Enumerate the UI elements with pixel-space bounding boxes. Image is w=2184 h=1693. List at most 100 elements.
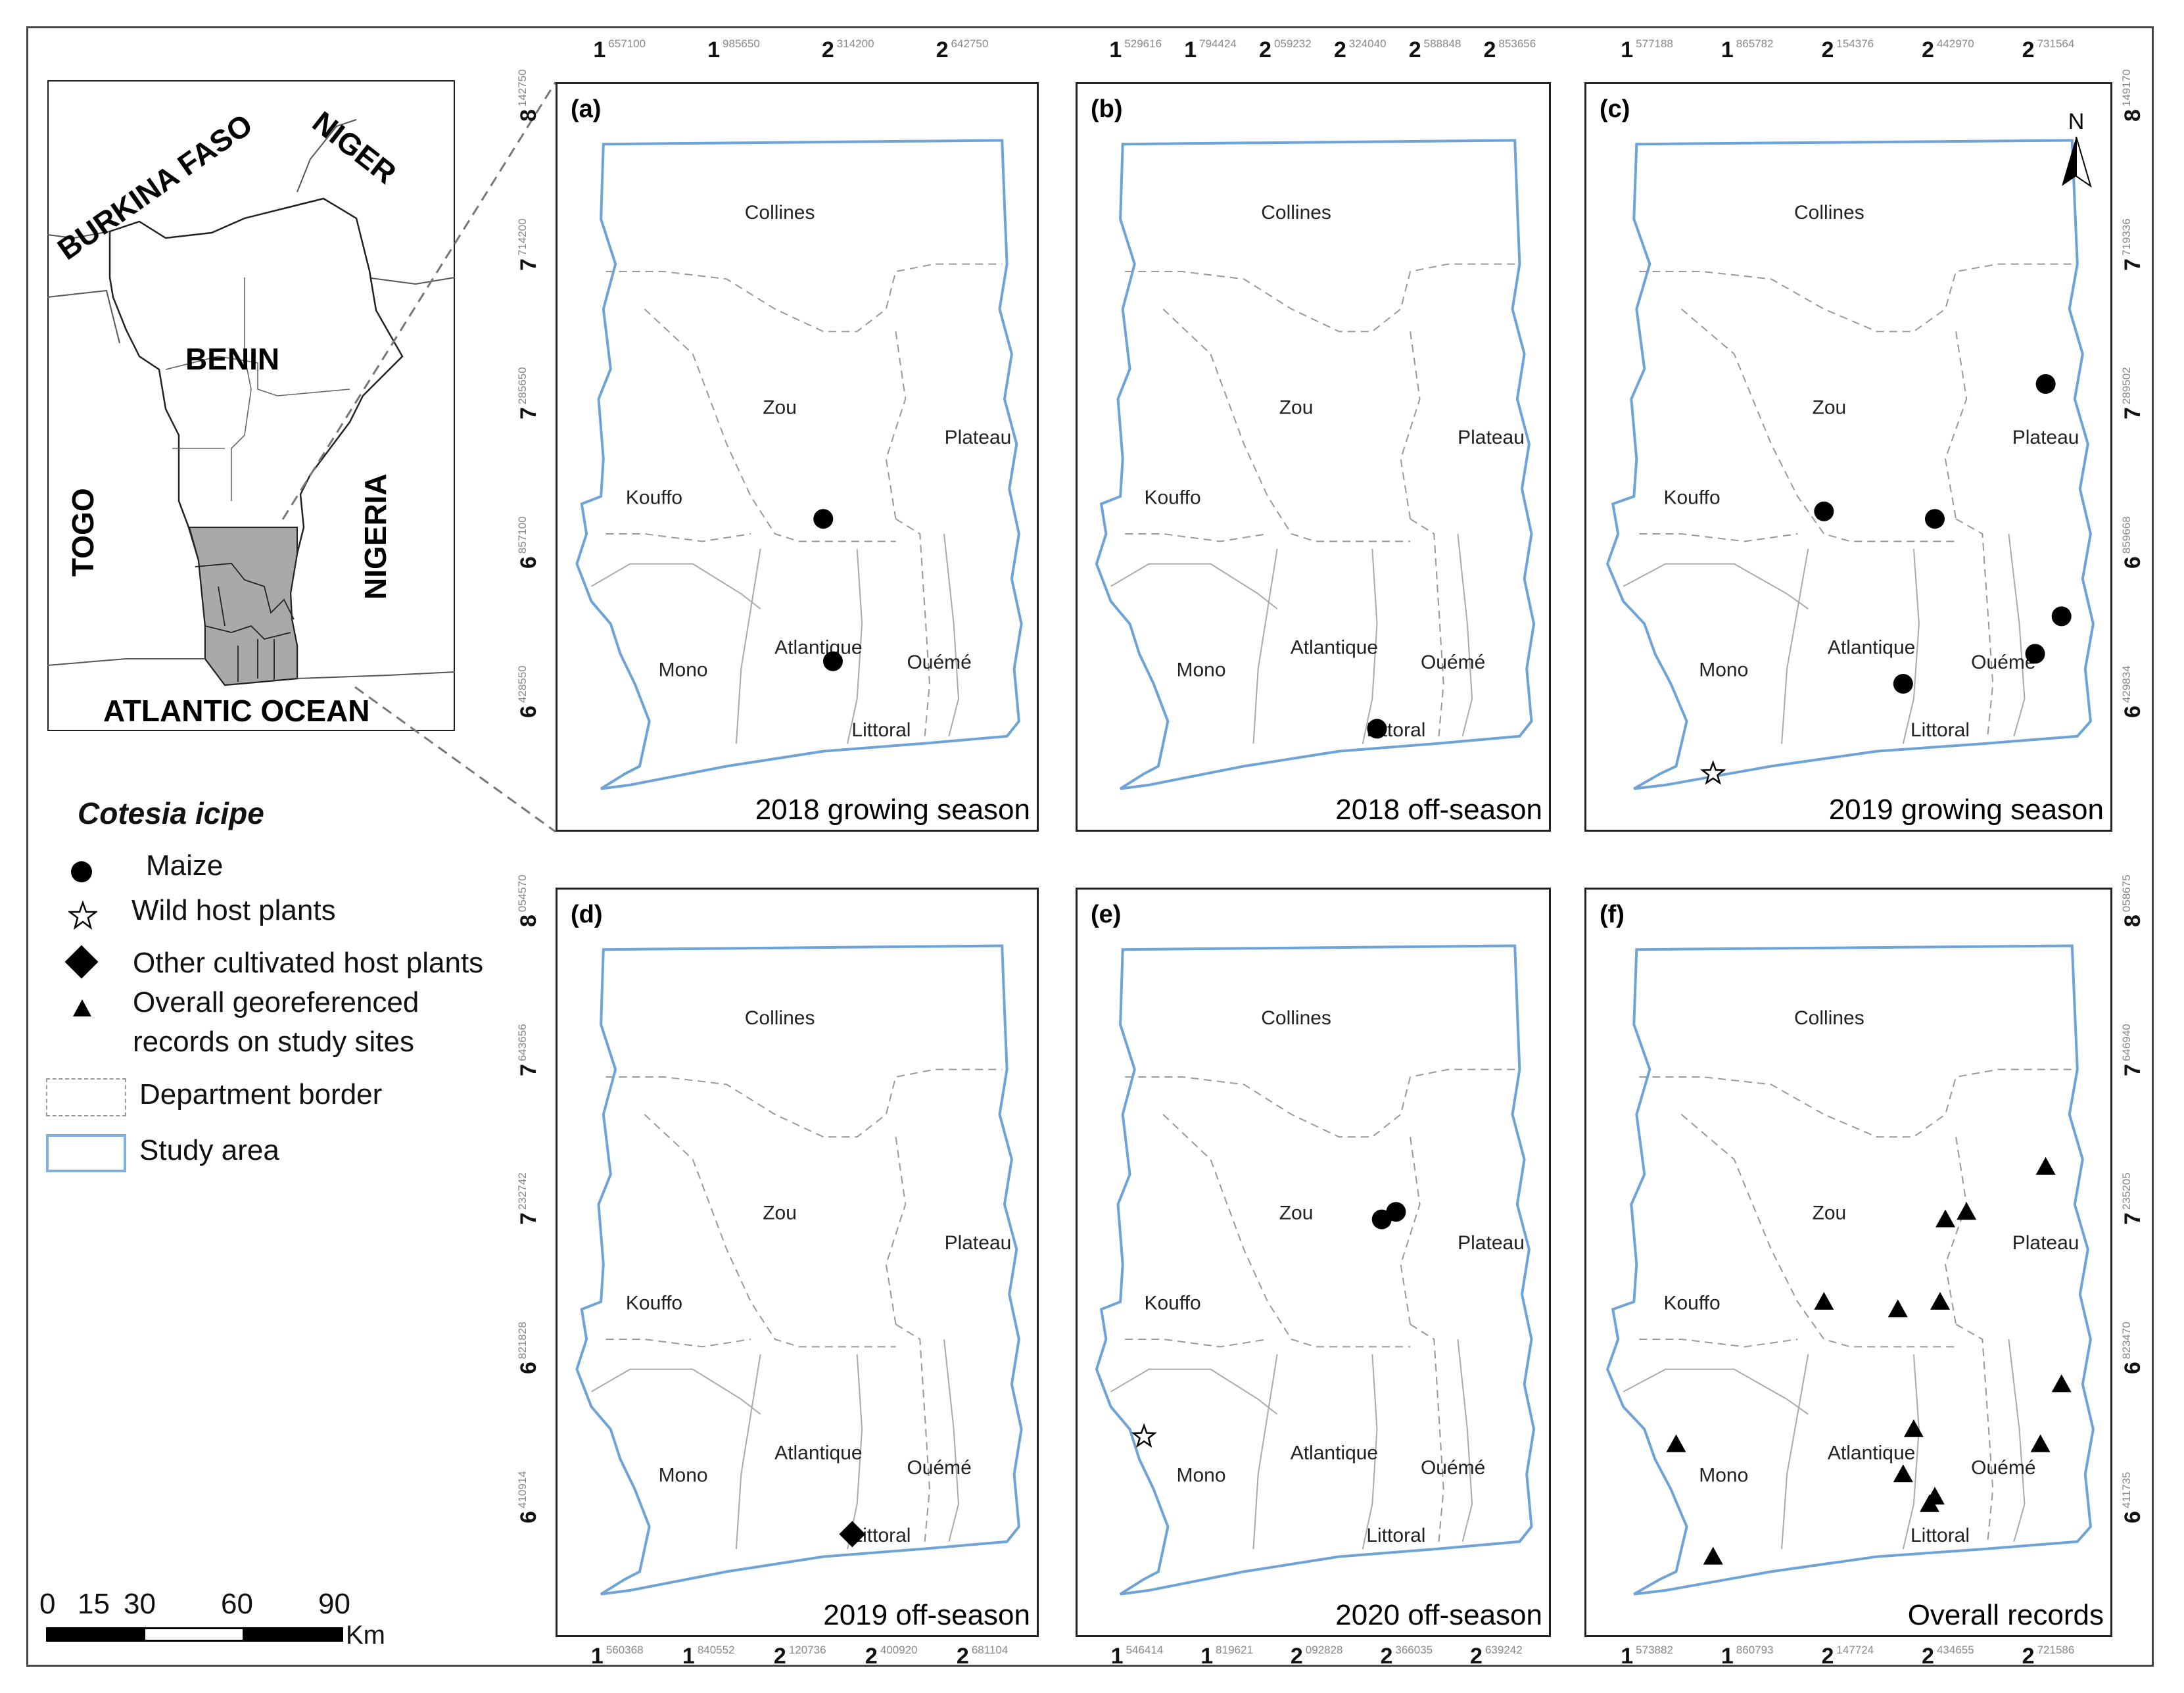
right-coordinate-tick: 6859668 [2120,516,2145,569]
record-marker [1957,1202,1977,1220]
department-border [1680,1114,1957,1348]
department-label-plateau: Plateau [2012,427,2079,448]
top-coordinate-tick: 2 731564 [2022,37,2075,62]
study-area-outline [575,139,1023,790]
bottom-coordinate-tick: 1 840552 [682,1644,735,1669]
panel-caption: 2019 off-season [823,1599,1030,1631]
inset-label-benin: BENIN [185,342,279,376]
department-border [1955,518,1994,736]
internal-boundary [1902,1354,1920,1550]
top-coordinate-tick: 1 794424 [1184,37,1237,62]
department-label-littoral: Littoral [1366,1525,1425,1546]
legend-study-area-symbol [46,1134,126,1172]
left-coordinate-tick: 7232742 [516,1172,541,1226]
study-area-outline [575,944,1023,1596]
top-coordinate-tick: 2 588848 [1408,37,1461,62]
department-label-mono: Mono [1699,659,1748,681]
department-label-kouffo: Kouffo [1144,487,1200,508]
maize-marker [813,509,834,529]
top-coordinate-tick: 1 985650 [707,37,760,62]
legend-cultivated-host-label: Other cultivated host plants [133,947,484,979]
top-coordinate-tick: 1 865782 [1721,37,1774,62]
left-coordinate-tick: 6428550 [516,665,541,718]
legend-wild-host-label: Wild host plants [131,894,336,926]
panel-caption: 2019 growing season [1829,794,2104,826]
department-label-atlantique: Atlantique [1828,636,1915,658]
department-label-oum: Ouémé [1971,652,2035,673]
department-label-oum: Ouémé [1421,652,1485,673]
department-label-plateau: Plateau [945,427,1012,448]
bottom-coordinate-tick: 2 092828 [1290,1644,1343,1669]
internal-boundary [1623,563,1809,609]
internal-boundary [2008,1339,2026,1542]
study-area-outline [1095,139,1536,790]
north-arrow-icon: N [2062,109,2092,188]
top-coordinate-tick: 2 442970 [1922,37,1974,62]
department-border [605,1068,1003,1138]
legend-triangle-symbol [72,998,92,1018]
wild-host-marker [1700,760,1726,785]
maize-marker [2035,374,2056,394]
record-marker [2035,1156,2056,1175]
internal-boundary [1781,1354,1809,1550]
legend-triangle-label-line1: Overall georeferenced [133,986,419,1018]
internal-boundary [735,548,761,744]
maize-marker [1924,509,1945,529]
bottom-coordinate-tick: 1 560368 [590,1644,644,1669]
right-coordinate-tick: 7235205 [2120,1172,2145,1226]
top-coordinate-tick: 2 314200 [821,37,874,62]
bottom-coordinate-tick: 1 819621 [1200,1644,1253,1669]
department-label-oum: Ouémé [1421,1457,1485,1479]
department-border [1944,331,1968,519]
top-coordinate-tick: 2 853656 [1483,37,1536,62]
top-coordinate-tick: 2 642750 [936,37,989,62]
record-marker [1666,1434,1686,1452]
panel-id: (f) [1600,901,1625,928]
scale-tick-0: 0 [39,1588,56,1620]
study-area-outline [1605,139,2095,790]
internal-boundary [2008,533,2026,737]
department-label-oum: Ouémé [907,1457,971,1479]
department-label-littoral: Littoral [1911,719,1970,741]
bottom-coordinate-tick: 2 681104 [956,1644,1009,1669]
panel-id: (b) [1091,95,1123,123]
top-coordinate-tick: 2 324040 [1333,37,1387,62]
department-label-mono: Mono [1176,1465,1225,1487]
bottom-coordinate-tick: 2 639242 [1470,1644,1523,1669]
legend-title: Cotesia icipe [78,796,264,830]
department-border [605,533,751,542]
department-border [1400,331,1421,519]
department-border [1639,1339,1798,1348]
inset-label-atlantic-ocean: ATLANTIC OCEAN [103,694,369,728]
department-label-mono: Mono [1176,659,1225,681]
maize-marker [1367,719,1387,739]
department-border [1410,518,1444,736]
internal-boundary [1110,1368,1278,1415]
record-marker [1903,1419,1924,1437]
department-label-kouffo: Kouffo [1663,1292,1720,1314]
record-marker [1930,1292,1951,1310]
scale-bar-graphic [46,1627,343,1642]
right-coordinate-tick: 6823470 [2120,1322,2145,1374]
department-label-oum: Ouémé [1971,1457,2035,1479]
top-coordinate-tick: 1 577188 [1621,37,1673,62]
panel-id: (d) [571,901,603,928]
legend-cultivated-host-symbol [64,945,99,979]
department-label-atlantique: Atlantique [1291,636,1378,658]
department-label-plateau: Plateau [1458,1232,1525,1254]
department-label-atlantique: Atlantique [774,636,862,658]
department-border [1955,1323,1994,1542]
department-border [644,308,896,542]
department-border [895,1323,931,1542]
internal-boundary [1902,548,1920,744]
legend-department-border-symbol [46,1078,126,1116]
maize-marker [1814,501,1834,521]
department-label-atlantique: Atlantique [1828,1442,1915,1464]
internal-boundary [590,563,761,609]
bottom-coordinate-tick: 1 860793 [1721,1644,1774,1669]
department-border [1125,1339,1268,1348]
department-label-zou: Zou [1279,1203,1314,1224]
left-coordinate-tick: 7643656 [516,1024,541,1076]
map-panel-e: Collines Zou Plateau Kouffo Atlantique Mono Ou… [1076,888,1551,1637]
